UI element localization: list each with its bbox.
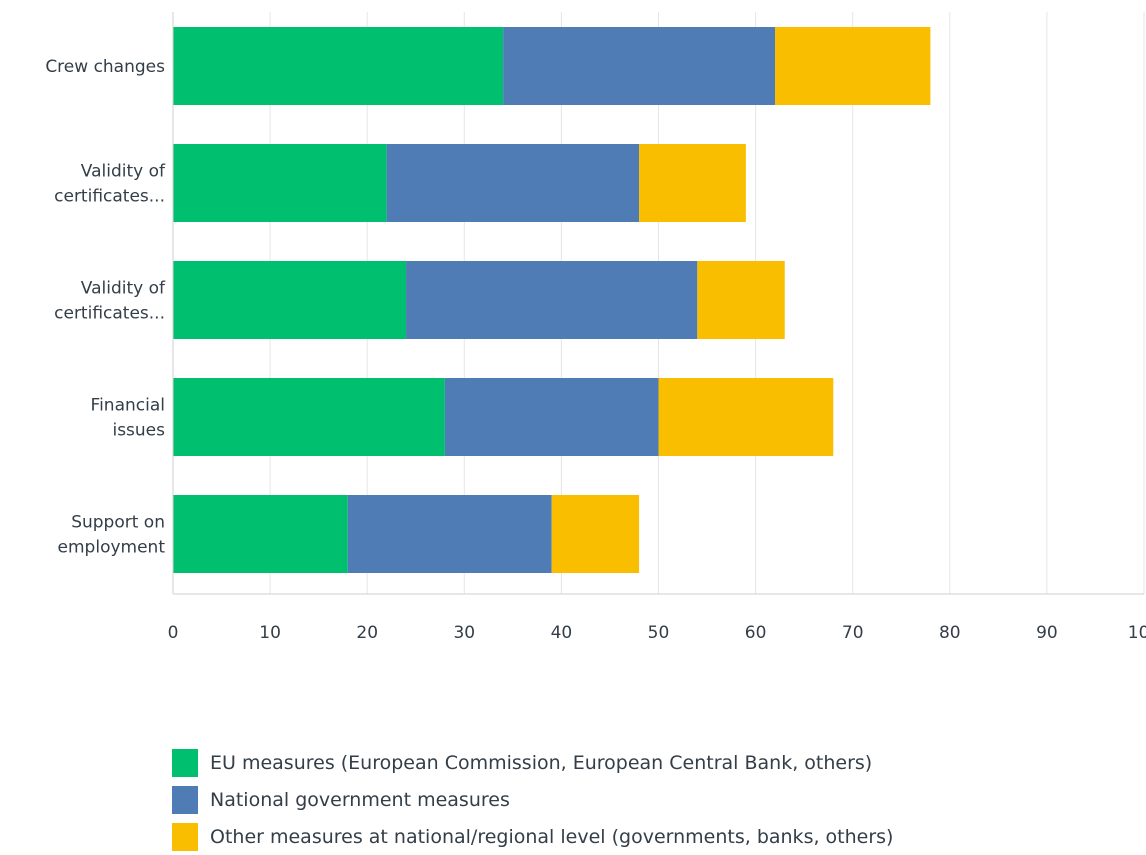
- bar-segment: [173, 495, 348, 573]
- legend-item-other: Other measures at national/regional leve…: [172, 818, 893, 855]
- legend: EU measures (European Commission, Europe…: [172, 744, 893, 855]
- bar-segment: [658, 378, 834, 456]
- bar-segment: [503, 27, 776, 105]
- bar-segment: [173, 378, 445, 456]
- category-label: certificates...: [54, 304, 165, 324]
- x-tick-labels: 0 10 20 30 40 50 60 70 80 90 100: [168, 623, 1146, 643]
- bar-segment: [173, 261, 407, 339]
- category-label: certificates...: [54, 187, 165, 207]
- legend-swatch-national: [172, 785, 198, 814]
- bar-segment: [444, 378, 659, 456]
- legend-label-national: National government measures: [210, 788, 510, 811]
- x-tick-label: 60: [745, 623, 767, 643]
- bars: [173, 27, 931, 573]
- x-tick-label: 70: [842, 623, 864, 643]
- bar-segment: [173, 27, 504, 105]
- category-label: Financial: [91, 396, 165, 416]
- legend-item-eu: EU measures (European Commission, Europe…: [172, 744, 893, 781]
- legend-label-eu: EU measures (European Commission, Europe…: [210, 751, 873, 774]
- category-labels: Crew changes Validity of certificates... Va…: [45, 57, 166, 558]
- bar-segment: [775, 27, 931, 105]
- x-tick-label: 20: [356, 623, 378, 643]
- category-label: Crew changes: [45, 57, 165, 77]
- axes: [172, 12, 1144, 595]
- bar-segment: [406, 261, 698, 339]
- category-label: Support on: [71, 513, 165, 533]
- category-label: employment: [58, 538, 166, 558]
- bar-segment: [173, 144, 387, 222]
- category-label: Validity of: [81, 162, 166, 182]
- x-tick-label: 90: [1036, 623, 1058, 643]
- category-label: Validity of: [81, 279, 166, 299]
- category-label: issues: [112, 421, 165, 441]
- bar-segment: [386, 144, 640, 222]
- legend-swatch-eu: [172, 748, 198, 777]
- x-tick-label: 80: [939, 623, 961, 643]
- bar-segment: [639, 144, 746, 222]
- legend-label-other: Other measures at national/regional leve…: [210, 825, 894, 848]
- x-tick-label: 10: [259, 623, 281, 643]
- x-tick-label: 50: [648, 623, 670, 643]
- bar-segment: [697, 261, 785, 339]
- x-tick-label: 30: [453, 623, 475, 643]
- legend-swatch-other: [172, 822, 198, 851]
- x-tick-label: 0: [168, 623, 179, 643]
- legend-item-national: National government measures: [172, 781, 893, 818]
- x-tick-label: 100: [1128, 623, 1146, 643]
- bar-segment: [551, 495, 640, 573]
- x-tick-label: 40: [551, 623, 573, 643]
- bar-segment: [347, 495, 552, 573]
